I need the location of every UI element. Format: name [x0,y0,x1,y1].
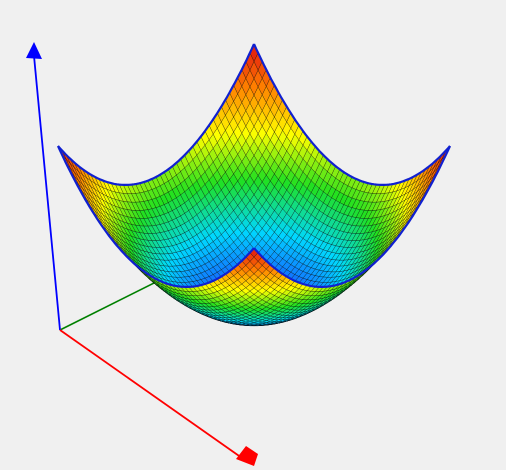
boundary-front-left [56,145,255,288]
z-axis-arrowhead [26,42,42,59]
x-axis-arrowhead [236,446,258,466]
boundary-back-left [57,43,256,186]
boundary-front-right [253,145,452,288]
front-axes-layer [59,329,258,466]
z-axis-line [33,55,61,331]
surface-boundary [56,43,452,288]
boundary-back-right [252,43,451,186]
x-axis-line [59,329,243,459]
